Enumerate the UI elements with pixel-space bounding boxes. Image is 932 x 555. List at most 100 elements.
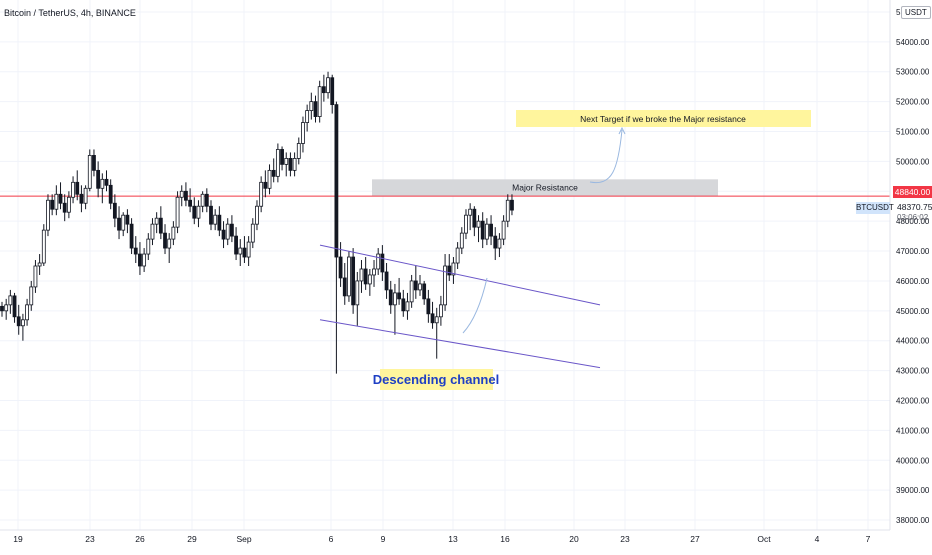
channel-label: Descending channel: [373, 372, 499, 387]
candle-body: [92, 155, 96, 171]
candle-body: [83, 187, 88, 204]
time-tick-label: 7: [866, 534, 871, 544]
candle-body: [347, 256, 351, 297]
candle-body: [58, 193, 63, 204]
candle-body: [192, 205, 197, 219]
candle-body: [121, 214, 126, 231]
price-tick-label: 46000.00: [896, 277, 930, 286]
candle-body: [280, 149, 284, 165]
candle-body: [46, 199, 50, 231]
candle-body: [443, 265, 447, 306]
candle-body: [413, 280, 418, 291]
candle-body: [29, 286, 34, 306]
candle-body: [464, 214, 468, 234]
candle-body: [255, 205, 259, 225]
candle-body: [447, 265, 452, 276]
time-tick-label: 20: [569, 534, 579, 544]
candle-body: [150, 223, 155, 240]
channel-label-box[interactable]: [380, 369, 493, 390]
price-tick-label: 48000.00: [896, 217, 930, 226]
candle-body: [455, 247, 460, 264]
target-arrow: [589, 126, 626, 184]
candle-body: [204, 193, 209, 207]
candle-body: [112, 202, 117, 219]
candle-body: [451, 262, 456, 276]
channel-lower-line[interactable]: [319, 319, 601, 369]
candle-body: [438, 304, 443, 318]
price-axis[interactable]: 38000.00 39000.00 40000.00 41000.00 42000.00…: [896, 8, 930, 525]
time-tick-label: 23: [620, 534, 630, 544]
candle-body: [484, 223, 489, 240]
candle-body: [125, 214, 130, 225]
candle-body: [104, 178, 109, 186]
target-note-box[interactable]: [516, 110, 811, 127]
candle-body: [284, 158, 289, 165]
candle-body: [158, 217, 163, 234]
candle-body: [355, 280, 360, 306]
candle-body: [338, 256, 343, 279]
candle-body: [71, 181, 75, 198]
time-tick-label: 29: [187, 534, 197, 544]
currency-unit-badge[interactable]: USDT: [901, 6, 931, 19]
price-tick-label: 42000.00: [896, 396, 930, 405]
time-axis[interactable]: 19 23 26 29 Sep 6 9 13 16 20 23 27 Oct 4 7: [13, 534, 870, 544]
candle-body: [146, 238, 151, 255]
candle-body: [33, 265, 38, 288]
candle-body: [154, 217, 159, 225]
price-tick-label: 54000.00: [896, 38, 930, 47]
candle-body: [267, 169, 272, 189]
candle-body: [184, 190, 188, 201]
candle-body: [62, 202, 67, 213]
candle-body: [171, 226, 176, 240]
candle-body: [288, 158, 293, 171]
current-price-tag: 48840.00: [893, 186, 932, 198]
price-tick-label: 40000.00: [896, 456, 930, 465]
price-tick-label: 39000.00: [896, 486, 930, 495]
candle-body: [167, 238, 172, 249]
candle-body: [217, 214, 222, 231]
candle-body: [489, 223, 493, 237]
time-tick-label: 13: [448, 534, 458, 544]
candle-body: [54, 193, 59, 210]
time-tick-label: 6: [329, 534, 334, 544]
candle-body: [196, 205, 201, 219]
candle-body: [263, 181, 268, 189]
candle-body: [213, 214, 218, 225]
candle-body: [8, 295, 13, 306]
resistance-zone: [372, 179, 718, 197]
candle-body: [229, 223, 234, 237]
candle-body: [12, 295, 17, 318]
candle-body: [100, 178, 105, 189]
candle-body: [326, 77, 330, 94]
price-tick-label: 41000.00: [896, 426, 930, 435]
candle-body: [41, 229, 46, 264]
candle-body: [117, 217, 121, 231]
candle-body: [37, 262, 42, 267]
resistance-label: Major Resistance: [512, 183, 578, 193]
time-tick-label: 23: [85, 534, 95, 544]
candle-countdown: 03:06:02: [897, 213, 929, 222]
candle-body: [334, 104, 339, 258]
candle-body: [313, 101, 318, 117]
candle-body: [4, 304, 9, 312]
candle-body: [246, 241, 251, 258]
candle-body: [388, 289, 393, 306]
candle-body: [510, 199, 514, 211]
price-tick-label: 51000.00: [896, 128, 930, 137]
candle-body: [87, 155, 92, 189]
candle-body: [397, 292, 402, 300]
price-tick-label: 44000.00: [896, 337, 930, 346]
channel-upper-line[interactable]: [319, 244, 601, 306]
candle-body: [430, 313, 435, 324]
candle-body: [238, 247, 243, 255]
candle-body: [472, 208, 477, 228]
candle-body: [363, 268, 368, 285]
candle-body: [409, 280, 414, 303]
price-tick-label: 52000.00: [896, 98, 930, 107]
candle-body: [305, 110, 310, 123]
candle-body: [468, 208, 473, 216]
time-tick-label: 16: [500, 534, 510, 544]
candle-body: [271, 169, 276, 177]
